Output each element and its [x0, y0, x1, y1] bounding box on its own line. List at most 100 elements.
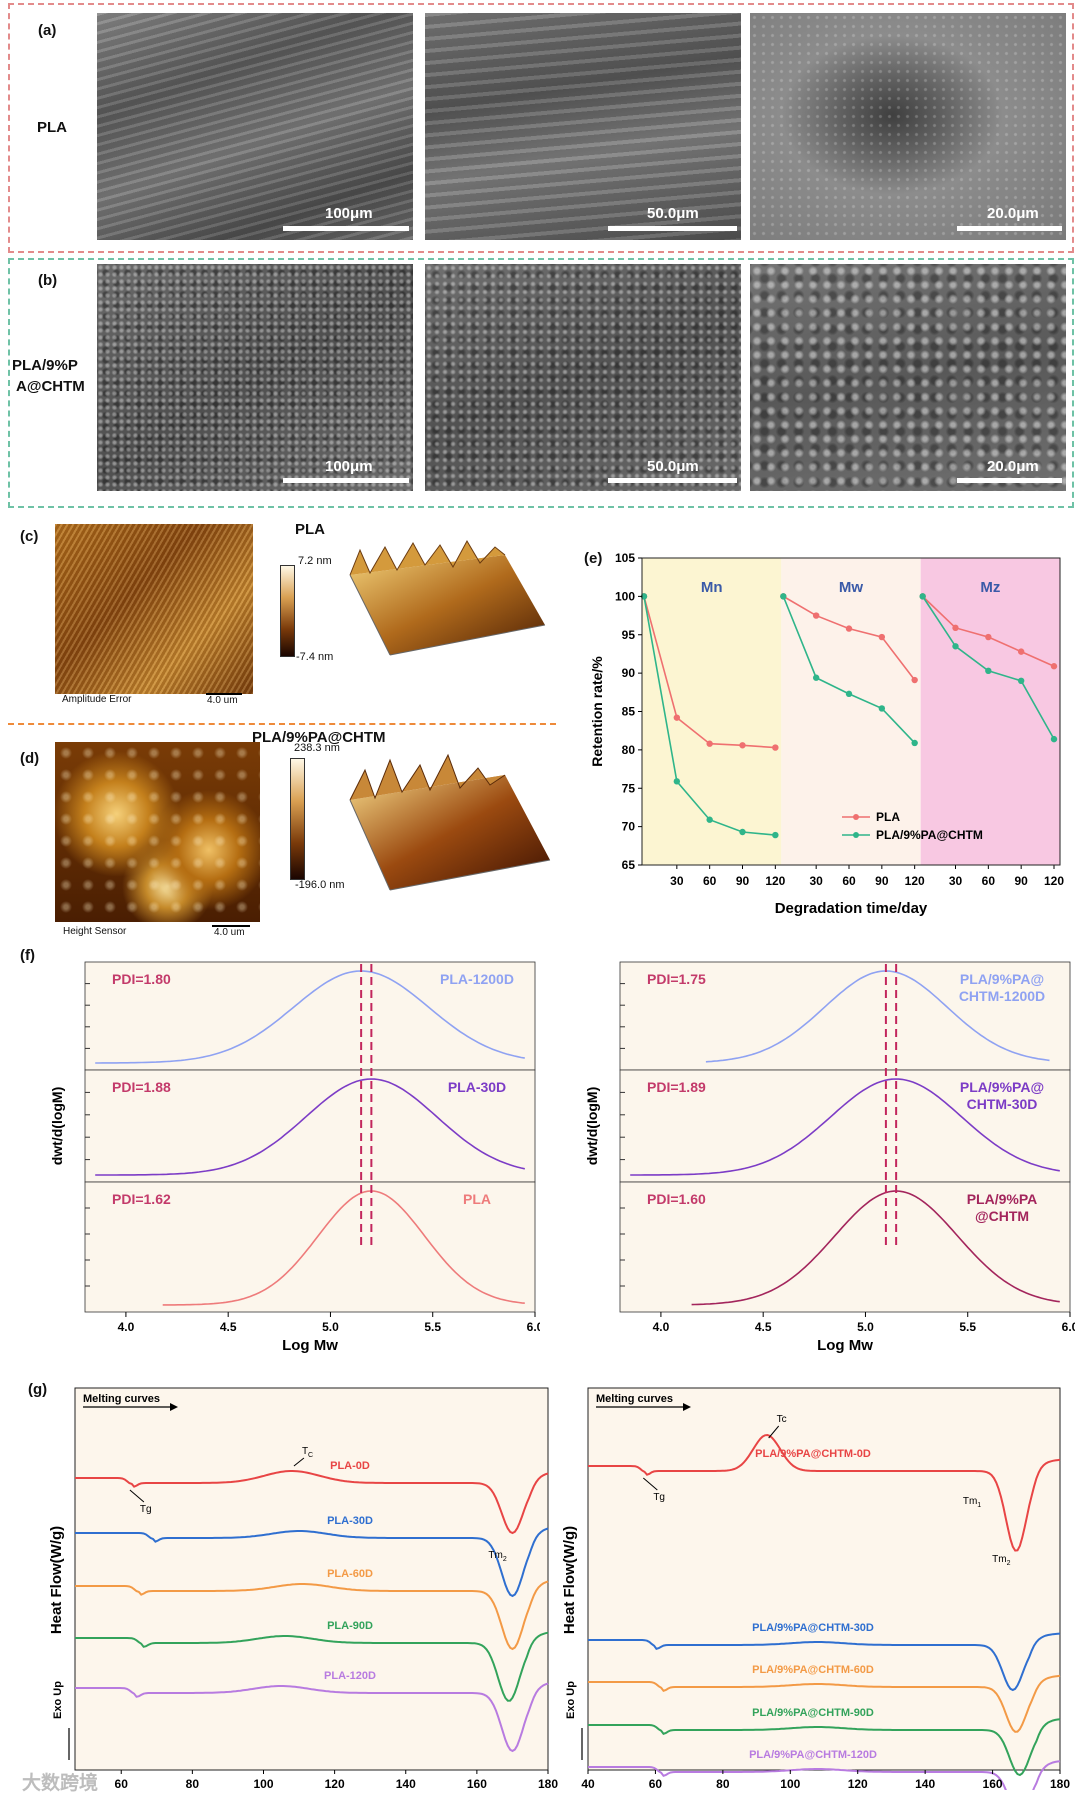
x-tick-label: 100: [780, 1777, 800, 1790]
afm-d-max-label: 238.3 nm: [294, 742, 340, 754]
data-point: [772, 744, 779, 751]
legend-label: PLA/9%PA@CHTM: [876, 828, 983, 842]
dsc-curve: [588, 1718, 1061, 1777]
tm2-annotation: Tm2: [488, 1550, 506, 1563]
data-point: [952, 624, 959, 632]
data-point: [845, 625, 853, 632]
exo-up-label: Exo Up: [52, 1681, 64, 1719]
gpc-subpanel: [619, 961, 1071, 1071]
data-point: [1017, 677, 1025, 684]
x-tick-label: 100: [253, 1777, 273, 1790]
afm-axis: [349, 799, 391, 891]
scale-bar-label: 100μm: [325, 205, 373, 222]
scale-bar-label: 50.0μm: [647, 458, 699, 475]
scale-bar: [957, 478, 1062, 483]
gpc-subpanel: [84, 1069, 536, 1183]
tc-arrow: [768, 1425, 780, 1439]
x-tick-label: 90: [1014, 874, 1028, 888]
x-tick-label: 30: [809, 874, 823, 888]
series-label: PLA/9%PA@CHTM-90D: [752, 1707, 874, 1719]
x-tick-label: 4.5: [220, 1320, 237, 1334]
melting-curves-arrowhead: [170, 1403, 178, 1411]
data-point: [1050, 663, 1058, 670]
dsc-chart-composite: PLA/9%PA@CHTM-0D PLA/9%PA@CHTM-30D PLA/9%P…: [561, 1387, 1070, 1790]
dsc-curve: [75, 1527, 549, 1598]
tc-annotation: TC: [302, 1446, 313, 1459]
tm1-annotation: Tm1: [963, 1496, 981, 1509]
legend-label: PLA: [876, 810, 900, 824]
gpc-curve: [95, 1078, 525, 1176]
data-point: [911, 676, 918, 684]
tg-annotation: Tg: [140, 1504, 152, 1515]
afm-c-caption: Amplitude Error: [62, 694, 132, 705]
panel-label-e: (e): [584, 550, 603, 567]
tm2-annotation: Tm2: [992, 1554, 1010, 1567]
dsc-curve: [75, 1470, 549, 1535]
sem-image-pla-2: 50.0μm: [425, 13, 741, 240]
y-tick-label: 65: [622, 858, 636, 872]
dsc-curve: [75, 1631, 549, 1702]
y-tick-label: 85: [622, 705, 636, 719]
x-tick-label: 60: [649, 1777, 663, 1790]
y-axis-label: dwt/d(logM): [49, 1087, 65, 1166]
afm-d-scalebar: [212, 925, 250, 927]
afm-d-colorbar: [290, 758, 305, 880]
retention-rate-chart: Mn 30 60 90 120 Mw 30 60 90 120 Mz 30 60 90 120 65 70 75 8…: [589, 551, 1064, 917]
pdi-label: PDI=1.89: [647, 1079, 706, 1095]
y-tick-label: 100: [615, 589, 635, 603]
series-label: PLA/9%PA@: [960, 1079, 1044, 1095]
dsc-curve: [588, 1433, 1061, 1552]
sem-image-pla-3: 20.0μm: [750, 13, 1066, 240]
series-label: PLA/9%PA@CHTM-120D: [749, 1749, 877, 1761]
y-tick-label: 70: [622, 820, 636, 834]
group-background: [920, 558, 1060, 865]
gpc-curve: [691, 1190, 1060, 1306]
data-point: [739, 828, 746, 836]
panel-label-d: (d): [20, 750, 40, 767]
x-tick-label: 180: [1050, 1777, 1070, 1790]
scale-bar-label: 20.0μm: [987, 205, 1039, 222]
x-tick-label: 5.0: [857, 1320, 874, 1334]
scale-bar-label: 100μm: [325, 458, 373, 475]
x-tick-label: 60: [115, 1777, 129, 1790]
x-tick-label: 140: [915, 1777, 935, 1790]
pdi-label: PDI=1.62: [112, 1191, 171, 1207]
panel-label-a: (a): [38, 22, 57, 39]
dsc-curve: [588, 1760, 1061, 1790]
x-tick-label: 40: [581, 1777, 595, 1790]
data-point: [812, 674, 820, 681]
afm-d-caption: Height Sensor: [63, 926, 127, 937]
melting-curves-note: Melting curves: [596, 1393, 673, 1405]
plot-frame: [587, 1387, 1061, 1771]
afm-d-3d-surface: [349, 753, 551, 891]
data-point: [985, 667, 992, 675]
x-tick-label: 160: [467, 1777, 487, 1790]
afm-surface: [350, 555, 545, 655]
x-tick-label: 160: [983, 1777, 1003, 1790]
x-tick-label: 60: [982, 874, 996, 888]
afm-texture: [55, 524, 253, 694]
sem-row-b-label-2: A@CHTM: [16, 378, 85, 395]
data-point: [985, 633, 992, 641]
dsc-curve: [588, 1674, 1061, 1733]
series-label: PLA/9%PA@CHTM-60D: [752, 1664, 874, 1676]
afm-height-image: [55, 742, 260, 922]
y-axis-label: Retention rate/%: [589, 656, 605, 767]
y-tick-label: 105: [615, 551, 635, 565]
gpc-curve: [705, 970, 1050, 1063]
x-axis-label: Log Mw: [282, 1337, 338, 1354]
x-tick-label: 30: [949, 874, 963, 888]
series-label: CHTM-1200D: [959, 988, 1045, 1004]
afm-c-scale-label: 4.0 um: [207, 695, 238, 706]
data-point: [878, 705, 886, 712]
tm1-subscript: 1: [977, 1502, 981, 1509]
gpc-subpanel: [619, 1069, 1071, 1183]
x-tick-label: 6.0: [1062, 1320, 1075, 1334]
x-tick-label: 4.5: [755, 1320, 772, 1334]
x-axis-label: Degradation time/day: [775, 900, 928, 917]
afm-amplitude-image: [55, 524, 253, 694]
series-label: PLA-90D: [327, 1620, 373, 1632]
data-point: [878, 633, 886, 641]
series-label: @CHTM: [975, 1208, 1029, 1224]
scale-bar: [283, 226, 409, 231]
